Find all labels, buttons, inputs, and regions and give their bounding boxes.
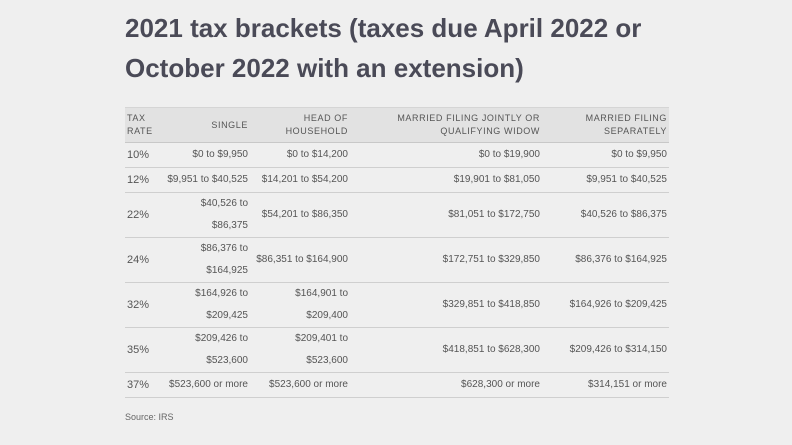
table-cell: $523,600 or more <box>165 372 250 398</box>
table-row: 37% $523,600 or more $523,600 or more $628,… <box>125 372 669 398</box>
table-cell: $40,526 to $86,375 <box>165 192 250 238</box>
column-header: HEAD OF HOUSEHOLD <box>250 107 350 143</box>
table-cell: $209,426 to $314,150 <box>542 327 669 373</box>
header-row: TAX RATE SINGLE HEAD OF HOUSEHOLD MARRIED F… <box>125 107 669 143</box>
table-cell: 24% <box>125 237 165 283</box>
table-cell: 22% <box>125 192 165 238</box>
table-cell: $164,926 to $209,425 <box>165 282 250 328</box>
source: Source: IRS <box>125 412 174 422</box>
table-cell: $9,951 to $40,525 <box>542 167 669 193</box>
column-header: MARRIED FILING JOINTLY OR QUALIFYING WID… <box>350 107 542 143</box>
table-row: 10% $0 to $9,950 $0 to $14,200 $0 to $19,90… <box>125 142 669 168</box>
table-cell: 32% <box>125 282 165 328</box>
table-cell: $209,401 to $523,600 <box>250 327 350 373</box>
table-cell: $172,751 to $329,850 <box>350 237 542 283</box>
table-cell: $19,901 to $81,050 <box>350 167 542 193</box>
table-cell: 12% <box>125 167 165 193</box>
table-cell: 35% <box>125 327 165 373</box>
table-row: 32% $164,926 to $209,425 $164,901 to $209,… <box>125 282 669 328</box>
table-row: 22% $40,526 to $86,375 $54,201 to $86,350 $… <box>125 192 669 238</box>
table-row: 35% $209,426 to $523,600 $209,401 to $523,… <box>125 327 669 373</box>
table-cell: $81,051 to $172,750 <box>350 192 542 238</box>
table-cell: $314,151 or more <box>542 372 669 398</box>
table-cell: $14,201 to $54,200 <box>250 167 350 193</box>
table-cell: $329,851 to $418,850 <box>350 282 542 328</box>
table-cell: $54,201 to $86,350 <box>250 192 350 238</box>
table-cell: $523,600 or more <box>250 372 350 398</box>
table-cell: $418,851 to $628,300 <box>350 327 542 373</box>
table-cell: $86,351 to $164,900 <box>250 237 350 283</box>
table-cell: $86,376 to $164,925 <box>542 237 669 283</box>
column-header: SINGLE <box>165 107 250 143</box>
tax-table: TAX RATE SINGLE HEAD OF HOUSEHOLD MARRIED F… <box>125 107 669 398</box>
table-cell: $0 to $9,950 <box>165 142 250 168</box>
table-cell: $0 to $14,200 <box>250 142 350 168</box>
table-cell: $40,526 to $86,375 <box>542 192 669 238</box>
table-cell: $86,376 to $164,925 <box>165 237 250 283</box>
table-row: 24% $86,376 to $164,925 $86,351 to $164,90… <box>125 237 669 283</box>
table-cell: $9,951 to $40,525 <box>165 167 250 193</box>
title: 2021 tax brackets (taxes due April 2022 … <box>125 13 642 83</box>
column-header: MARRIED FILING SEPARATELY <box>542 107 669 143</box>
table-cell: $0 to $19,900 <box>350 142 542 168</box>
table-cell: $164,926 to $209,425 <box>542 282 669 328</box>
table-cell: 10% <box>125 142 165 168</box>
table-cell: $628,300 or more <box>350 372 542 398</box>
table-cell: 37% <box>125 372 165 398</box>
column-header: TAX RATE <box>125 107 165 143</box>
table-cell: $209,426 to $523,600 <box>165 327 250 373</box>
table-cell: $0 to $9,950 <box>542 142 669 168</box>
table-body: 10% $0 to $9,950 $0 to $14,200 $0 to $19,90… <box>125 142 669 398</box>
table-row: 12% $9,951 to $40,525 $14,201 to $54,200 $1… <box>125 167 669 193</box>
table-cell: $164,901 to $209,400 <box>250 282 350 328</box>
